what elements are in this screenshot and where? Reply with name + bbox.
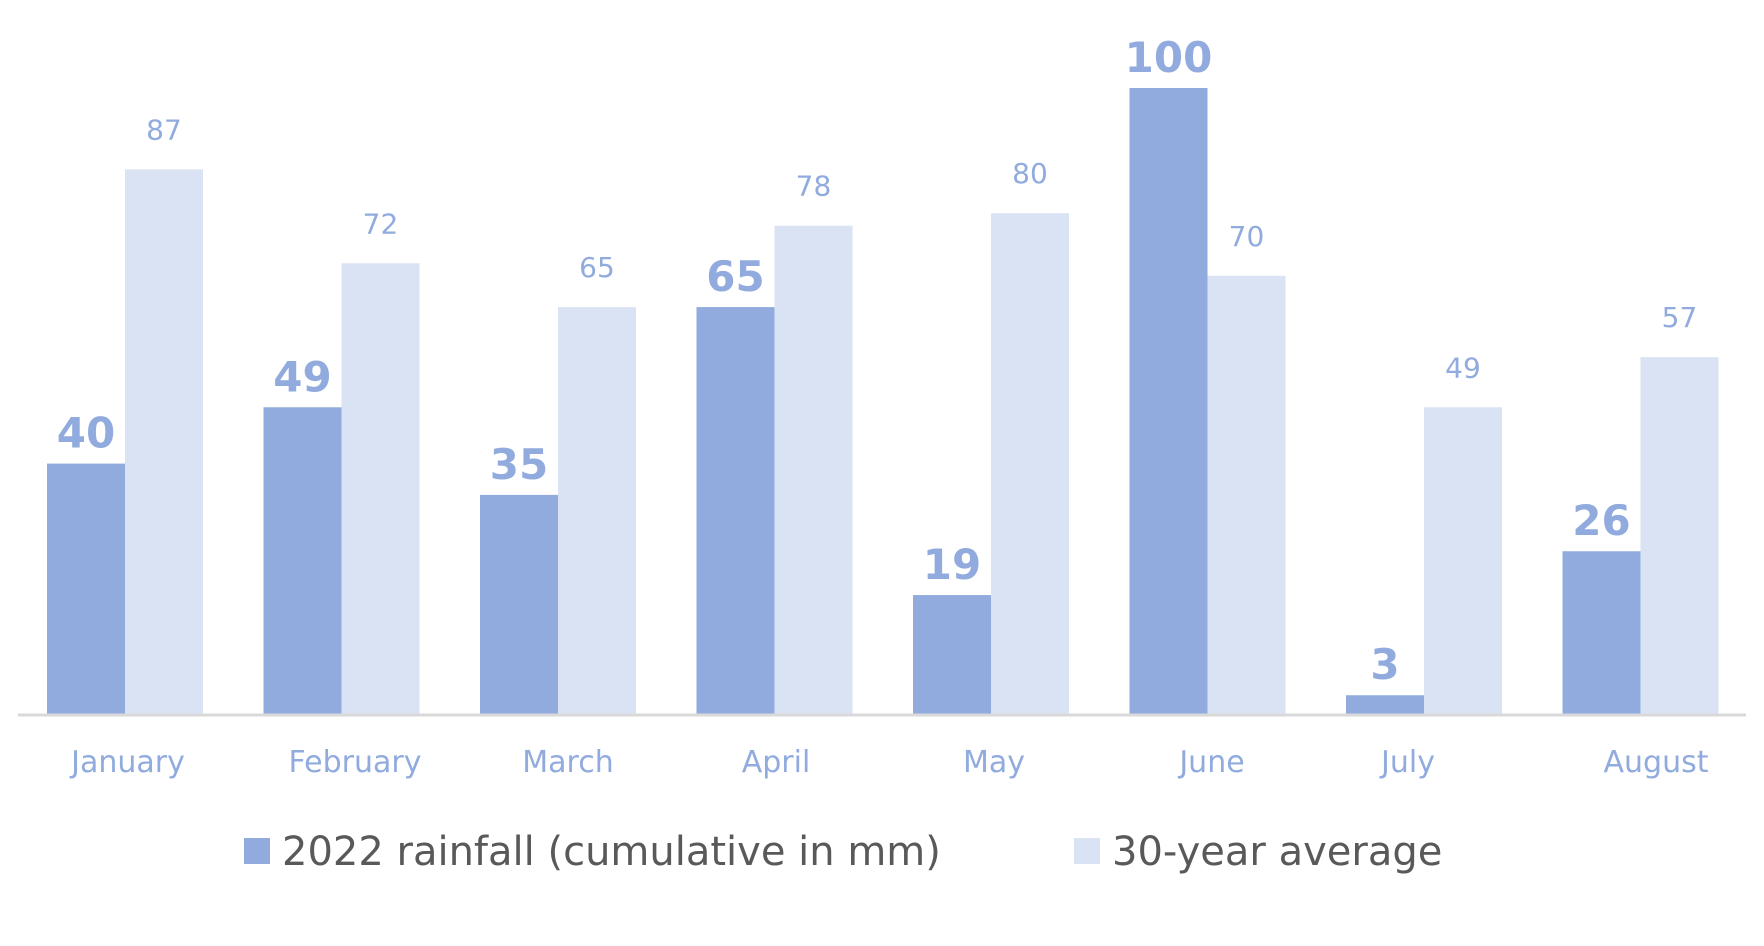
bar-average-may <box>991 213 1069 714</box>
data-label-2022-july: 3 <box>1370 640 1399 689</box>
bar-2022-february <box>263 407 342 714</box>
bar-average-april <box>774 225 853 714</box>
x-tick-label-january: January <box>69 745 185 780</box>
data-label-2022-august: 26 <box>1572 496 1630 545</box>
data-label-2022-february: 49 <box>273 352 331 401</box>
legend-swatch-average <box>1074 838 1100 864</box>
bar-2022-july <box>1346 695 1424 714</box>
data-label-average-may: 80 <box>1012 157 1048 190</box>
data-label-average-august: 57 <box>1662 301 1698 334</box>
legend-swatch-2022 <box>244 838 270 864</box>
bar-average-july <box>1424 407 1502 714</box>
bar-average-february <box>341 263 420 714</box>
data-label-average-june: 70 <box>1229 220 1265 253</box>
legend-label-2022: 2022 rainfall (cumulative in mm) <box>282 829 941 875</box>
x-tick-label-march: March <box>522 745 613 780</box>
x-axis-tick-labels: January February March April May June July Augu… <box>69 745 1709 780</box>
data-label-average-july: 49 <box>1445 351 1481 384</box>
bar-2022-january <box>47 463 125 714</box>
data-label-2022-may: 19 <box>923 540 981 589</box>
x-tick-label-august: August <box>1604 745 1709 780</box>
data-label-average-march: 65 <box>579 251 615 284</box>
x-tick-label-june: June <box>1177 745 1244 780</box>
x-tick-label-july: July <box>1379 745 1435 780</box>
bar-average-january <box>125 169 203 714</box>
bar-average-august <box>1640 357 1719 714</box>
bar-2022-march <box>480 494 558 714</box>
bar-2022-april <box>696 307 775 714</box>
x-tick-label-february: February <box>289 745 422 780</box>
data-label-2022-april: 65 <box>706 252 764 301</box>
bar-2022-june <box>1129 88 1208 714</box>
bar-average-june <box>1207 275 1286 714</box>
data-label-average-february: 72 <box>363 207 399 240</box>
data-label-2022-june: 100 <box>1125 33 1213 82</box>
bar-2022-august <box>1562 551 1641 714</box>
data-labels-layer: 40 87 49 72 35 65 65 78 19 80 100 70 3 49 26 57 <box>57 33 1698 689</box>
data-label-2022-january: 40 <box>57 409 115 458</box>
data-label-average-january: 87 <box>146 113 182 146</box>
x-tick-label-may: May <box>963 745 1025 780</box>
bar-average-march <box>558 307 636 714</box>
legend-label-average: 30-year average <box>1112 829 1442 875</box>
bar-2022-may <box>913 595 991 714</box>
legend: 2022 rainfall (cumulative in mm) 30-year… <box>244 829 1442 875</box>
data-label-2022-march: 35 <box>490 440 548 489</box>
data-label-average-april: 78 <box>796 170 832 203</box>
bars-layer <box>47 88 1719 714</box>
x-tick-label-april: April <box>742 745 811 780</box>
